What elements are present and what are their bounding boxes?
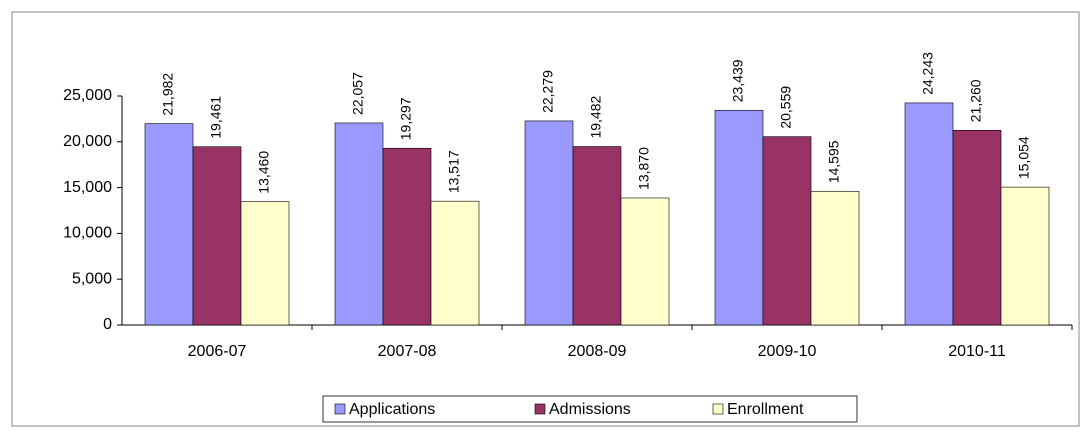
x-tick-label: 2006-07 bbox=[188, 343, 247, 360]
data-label: 22,279 bbox=[540, 70, 556, 113]
bar bbox=[952, 129, 1002, 326]
bar bbox=[524, 120, 574, 326]
data-label: 22,057 bbox=[350, 72, 366, 115]
bar bbox=[762, 136, 812, 326]
legend-label: Applications bbox=[349, 401, 435, 418]
bar bbox=[192, 146, 242, 326]
bar bbox=[334, 122, 384, 326]
data-label: 19,461 bbox=[208, 96, 224, 139]
legend-swatch bbox=[712, 403, 724, 415]
data-label: 15,054 bbox=[1016, 136, 1032, 179]
y-tick-label: 0 bbox=[103, 316, 112, 333]
data-label: 14,595 bbox=[826, 140, 842, 183]
x-tick-label: 2009-10 bbox=[758, 343, 817, 360]
data-label: 21,982 bbox=[160, 73, 176, 116]
x-tick-label: 2007-08 bbox=[378, 343, 437, 360]
bar bbox=[430, 200, 480, 326]
data-label: 23,439 bbox=[730, 59, 746, 102]
legend-label: Enrollment bbox=[727, 401, 804, 418]
bar bbox=[1000, 186, 1050, 326]
x-tick-label: 2008-09 bbox=[568, 343, 627, 360]
bar bbox=[572, 146, 622, 326]
y-tick-label: 15,000 bbox=[63, 179, 112, 196]
y-tick-label: 5,000 bbox=[72, 270, 112, 287]
legend-swatch bbox=[534, 403, 546, 415]
data-label: 19,297 bbox=[398, 97, 414, 140]
data-label: 24,243 bbox=[920, 52, 936, 95]
x-tick-label: 2010-11 bbox=[948, 343, 1006, 360]
data-label: 13,517 bbox=[446, 150, 462, 193]
y-tick-label: 25,000 bbox=[63, 87, 112, 104]
bar bbox=[144, 123, 194, 326]
bar bbox=[904, 102, 954, 326]
bar bbox=[810, 191, 860, 326]
data-label: 13,870 bbox=[636, 147, 652, 190]
data-label: 13,460 bbox=[256, 151, 272, 194]
bar bbox=[714, 109, 764, 326]
y-tick-label: 10,000 bbox=[63, 225, 112, 242]
y-tick-label: 20,000 bbox=[63, 133, 112, 150]
data-label: 19,482 bbox=[588, 96, 604, 139]
bar bbox=[382, 147, 432, 326]
data-label: 21,260 bbox=[968, 79, 984, 122]
legend-label: Admissions bbox=[549, 401, 631, 418]
legend-box bbox=[322, 395, 858, 423]
bar bbox=[620, 197, 670, 326]
legend-swatch bbox=[334, 403, 346, 415]
bar bbox=[240, 201, 290, 326]
data-label: 20,559 bbox=[778, 86, 794, 129]
